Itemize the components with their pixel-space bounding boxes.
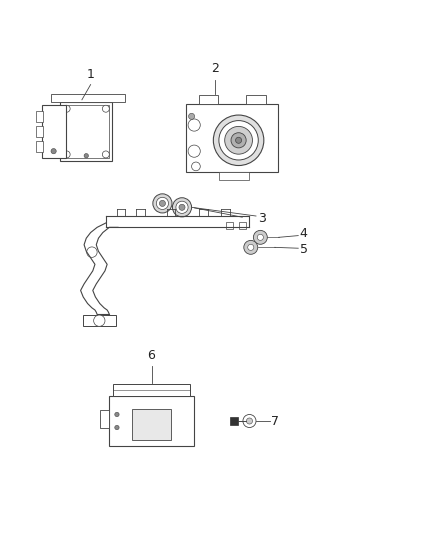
Text: 4: 4: [300, 228, 307, 240]
Circle shape: [179, 204, 185, 211]
Circle shape: [244, 240, 258, 254]
Bar: [51, 94, 125, 102]
Circle shape: [188, 119, 200, 131]
Bar: [186, 104, 278, 172]
Circle shape: [257, 235, 263, 240]
Text: 5: 5: [300, 243, 307, 256]
Text: 6: 6: [148, 349, 155, 362]
Bar: [226, 222, 233, 229]
Text: 7: 7: [271, 415, 279, 427]
Circle shape: [51, 149, 56, 154]
Circle shape: [176, 201, 188, 213]
Bar: [230, 417, 238, 425]
Circle shape: [94, 315, 105, 326]
Circle shape: [84, 154, 88, 158]
Bar: [36, 111, 42, 122]
Circle shape: [115, 425, 119, 430]
Circle shape: [243, 415, 256, 427]
Text: 3: 3: [258, 212, 266, 225]
Bar: [109, 396, 194, 446]
Text: 1: 1: [87, 68, 95, 81]
Circle shape: [247, 418, 253, 424]
Bar: [198, 95, 218, 104]
Text: 2: 2: [211, 62, 219, 75]
Circle shape: [115, 413, 119, 417]
Circle shape: [191, 162, 200, 171]
Circle shape: [231, 133, 246, 148]
Circle shape: [87, 247, 97, 257]
Circle shape: [159, 200, 166, 206]
Circle shape: [156, 197, 169, 209]
Circle shape: [188, 114, 194, 119]
Circle shape: [219, 120, 258, 160]
Bar: [83, 315, 116, 326]
Bar: [132, 409, 171, 440]
Circle shape: [102, 151, 110, 158]
Circle shape: [213, 115, 264, 166]
Bar: [113, 384, 190, 396]
Bar: [60, 102, 113, 161]
Circle shape: [63, 151, 70, 158]
Bar: [36, 141, 42, 152]
Bar: [219, 172, 250, 180]
Circle shape: [102, 105, 110, 112]
Circle shape: [225, 126, 252, 154]
Bar: [42, 106, 66, 158]
Bar: [64, 106, 109, 158]
Bar: [36, 126, 42, 137]
Circle shape: [173, 198, 191, 217]
Bar: [247, 95, 265, 104]
Circle shape: [188, 145, 200, 157]
Circle shape: [253, 230, 267, 244]
Circle shape: [236, 138, 242, 143]
Circle shape: [248, 244, 254, 251]
Bar: [240, 222, 247, 229]
Circle shape: [63, 105, 70, 112]
Bar: [99, 410, 109, 427]
Circle shape: [153, 194, 172, 213]
